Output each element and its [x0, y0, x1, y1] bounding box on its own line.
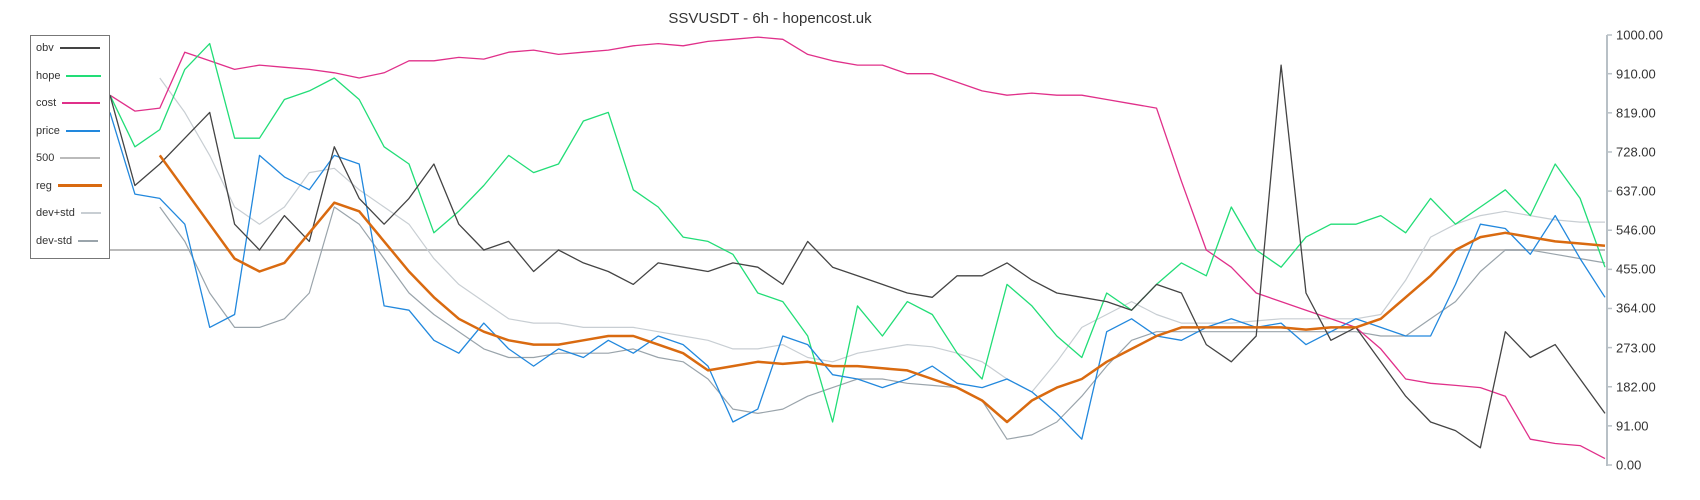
series-devplusstd-line [159, 77, 1605, 393]
y-tick-label: 728.00 [1616, 144, 1656, 160]
y-tick-label: 910.00 [1616, 66, 1656, 82]
legend-item-500[interactable]: 500 [36, 150, 101, 166]
legend-label: dev+std [36, 207, 75, 219]
series-cost-line [109, 36, 1606, 460]
legend-swatch-icon [60, 157, 101, 159]
legend-swatch-icon [66, 74, 102, 77]
legend-swatch-icon [57, 184, 102, 187]
legend-label: reg [36, 179, 52, 192]
y-tick-label: 0.00 [1616, 457, 1642, 473]
chart-title: SSVUSDT - 6h - hopencost.uk [668, 10, 872, 27]
series-obv-line [109, 64, 1606, 449]
chart-series [30, 36, 1606, 460]
legend-item-devplusstd[interactable]: dev+std [36, 205, 101, 221]
y-axis-ticks [1607, 34, 1612, 466]
legend-swatch-icon [59, 47, 100, 49]
legend-label: 500 [36, 152, 55, 164]
y-tick-label: 546.00 [1616, 222, 1656, 238]
legend-swatch-icon [65, 129, 100, 132]
y-tick-label: 364.00 [1616, 300, 1656, 316]
legend-label: hope [36, 69, 61, 82]
y-tick-label: 455.00 [1616, 261, 1656, 277]
y-tick-label: 182.00 [1616, 379, 1656, 395]
legend-item-hope[interactable]: hope [36, 68, 102, 84]
legend-swatch-icon [62, 102, 101, 104]
series-hope-line [109, 42, 1606, 423]
legend-item-cost[interactable]: cost [36, 95, 101, 111]
legend-swatch-icon [80, 212, 101, 214]
legend-label: dev-std [36, 234, 73, 247]
legend-swatch-icon [78, 239, 99, 242]
y-tick-label: 1000.00 [1616, 27, 1663, 43]
legend-item-obv[interactable]: obv [36, 40, 100, 56]
legend-label: price [36, 124, 60, 137]
y-tick-label: 273.00 [1616, 340, 1656, 356]
series-price-line [109, 112, 1606, 440]
legend-item-devminusstd[interactable]: dev-std [36, 233, 99, 249]
legend-label: cost [36, 97, 57, 109]
y-tick-label: 91.00 [1616, 418, 1649, 434]
series-reg-line [158, 154, 1606, 424]
legend-label: obv [36, 42, 54, 54]
y-tick-label: 819.00 [1616, 105, 1656, 121]
legend: obv hope cost price 500 reg dev+std dev-std [30, 35, 110, 259]
y-tick-label: 637.00 [1616, 183, 1656, 199]
legend-item-price[interactable]: price [36, 123, 100, 139]
series-devminusstd-line [159, 206, 1606, 440]
legend-item-reg[interactable]: reg [36, 178, 102, 194]
